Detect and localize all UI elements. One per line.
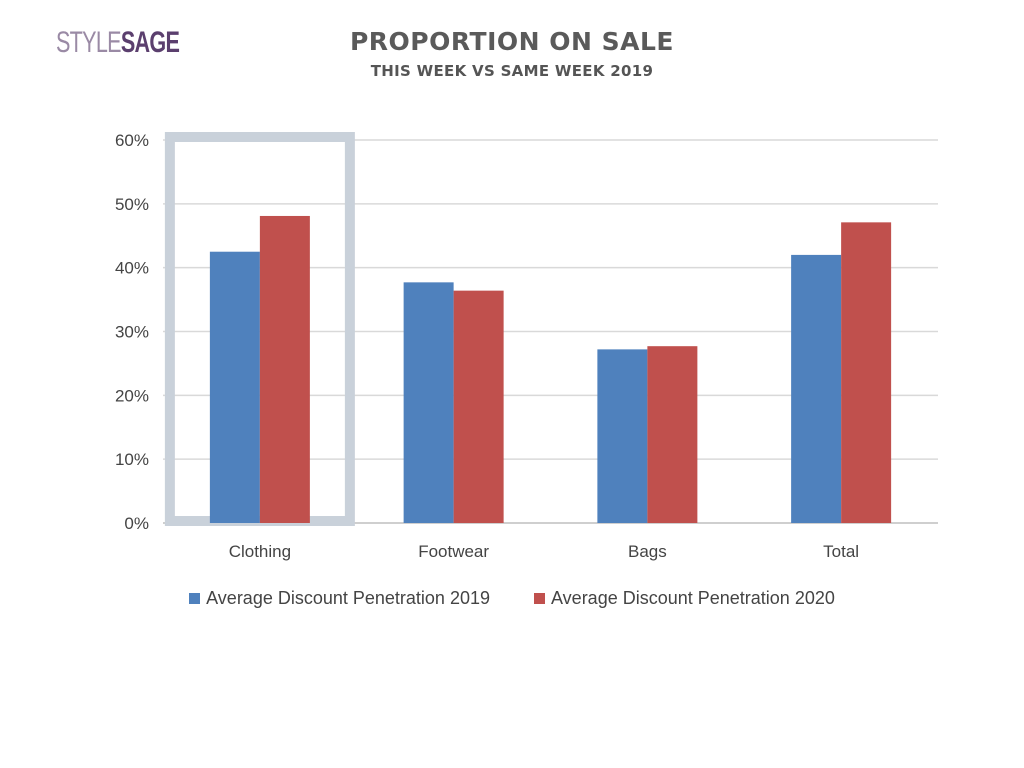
y-tick-label: 40% (115, 259, 149, 278)
y-tick-label: 0% (124, 514, 149, 533)
legend-item-2020: Average Discount Penetration 2020 (534, 588, 835, 609)
chart-legend: Average Discount Penetration 2019 Averag… (0, 588, 1024, 609)
x-tick-label: Footwear (418, 542, 489, 561)
logo-style-text: STYLE (56, 26, 122, 59)
bar-clothing-2020 (259, 215, 310, 523)
bar-bags-2019 (597, 349, 648, 523)
legend-swatch-2019 (189, 593, 201, 604)
legend-label-2020: Average Discount Penetration 2020 (551, 588, 835, 608)
y-tick-label: 10% (115, 450, 149, 469)
y-tick-label: 20% (115, 386, 149, 405)
y-tick-label: 60% (115, 131, 149, 150)
x-tick-label: Bags (628, 542, 667, 561)
bar-footwear-2020 (453, 290, 504, 523)
stylesage-logo: STYLESAGE (56, 26, 180, 60)
legend-label-2019: Average Discount Penetration 2019 (206, 588, 490, 608)
y-tick-label: 50% (115, 195, 149, 214)
x-tick-label: Total (823, 542, 859, 561)
logo-sage-text: SAGE (120, 26, 180, 59)
y-tick-label: 30% (115, 323, 149, 342)
bar-bags-2020 (647, 346, 698, 523)
x-tick-label: Clothing (229, 542, 291, 561)
legend-swatch-2020 (534, 593, 545, 604)
bar-footwear-2019 (403, 282, 454, 523)
bar-total-2020 (841, 222, 892, 523)
bar-total-2019 (791, 254, 842, 523)
chart-title: PROPORTION ON SALE (349, 27, 674, 56)
legend-item-2019: Average Discount Penetration 2019 (189, 588, 490, 609)
bar-clothing-2019 (209, 251, 260, 524)
chart-subtitle: THIS WEEK VS SAME WEEK 2019 (370, 62, 654, 80)
bar-chart: 0% 10% 20% 30% 40% 50% 60% Clothing Footwear Bags… (115, 131, 938, 561)
